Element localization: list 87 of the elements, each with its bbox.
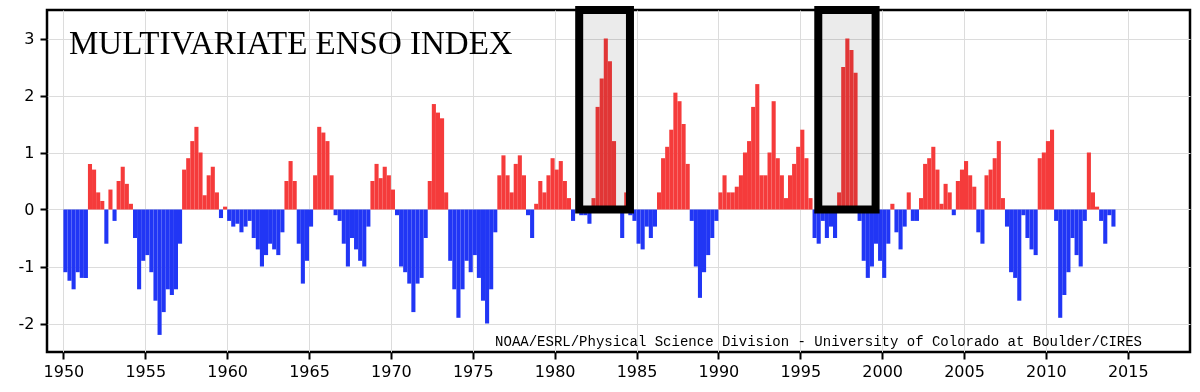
bar (1103, 209, 1108, 244)
bar (485, 209, 490, 324)
x-tick-label: 1995 (780, 361, 822, 381)
bar (79, 209, 84, 278)
bar (231, 209, 236, 227)
bar (980, 209, 985, 244)
bar (722, 175, 727, 210)
x-tick-label: 1970 (371, 361, 412, 381)
bar (1017, 209, 1022, 301)
bar (83, 209, 88, 278)
x-tick-label: 2015 (1107, 361, 1149, 381)
bar (538, 181, 543, 210)
bar (223, 206, 228, 210)
bar (120, 166, 125, 210)
x-tick-label: 1960 (207, 361, 248, 381)
bar (558, 161, 563, 210)
x-tick-label: 1985 (616, 361, 658, 381)
x-tick-label: 1965 (289, 361, 330, 381)
y-tick-label: 3 (24, 29, 35, 48)
bar (1033, 209, 1038, 256)
bar (530, 209, 535, 238)
bar (882, 209, 887, 278)
bar (517, 155, 522, 210)
bar (898, 209, 903, 250)
bar (104, 209, 109, 244)
y-tick-label: -1 (18, 257, 35, 276)
bar (996, 141, 1001, 210)
y-tick-label: 1 (24, 143, 35, 162)
bar (456, 209, 461, 318)
bar (890, 203, 895, 210)
bar (108, 189, 113, 210)
bar (910, 209, 915, 221)
x-tick-label: 2000 (862, 361, 903, 381)
bar (239, 209, 244, 233)
bar (550, 158, 555, 210)
bar (771, 101, 776, 210)
bar (210, 166, 215, 210)
bar (362, 209, 367, 267)
bar (1078, 209, 1083, 267)
chart-title: MULTIVARIATE ENSO INDEX (69, 25, 513, 61)
x-tick-label: 2010 (1026, 361, 1067, 381)
bar (194, 126, 199, 210)
bar (673, 92, 678, 210)
bar (640, 209, 645, 250)
bar (914, 209, 919, 221)
bar (374, 163, 379, 210)
bar (71, 209, 76, 290)
annotation: NOAA/ESRL/Physical Science Division - University of Colorado at Boulder/CIRES (495, 334, 1142, 350)
bar (382, 166, 387, 210)
bar (964, 161, 969, 210)
x-tick-label: 1980 (534, 361, 576, 381)
bar (317, 126, 322, 210)
bar (1049, 129, 1055, 210)
x-tick-label: 1950 (43, 361, 85, 381)
bar (300, 209, 305, 284)
bar (1058, 209, 1063, 318)
bar (218, 209, 224, 219)
bar (648, 209, 653, 238)
x-tick-label: 1975 (452, 361, 494, 381)
bar (276, 209, 281, 256)
bar (259, 209, 264, 267)
bar (411, 209, 416, 313)
bar (501, 155, 506, 210)
bar (1086, 152, 1091, 210)
bar (571, 209, 576, 221)
bar (137, 209, 142, 290)
y-tick-label: 0 (24, 200, 35, 219)
bar (943, 183, 948, 210)
bar (755, 84, 760, 210)
bar (169, 209, 174, 295)
bar (157, 209, 162, 335)
bar (1111, 209, 1116, 227)
x-tick-label: 1990 (698, 361, 740, 381)
x-tick-label: 1955 (125, 361, 167, 381)
x-tick-label: 2005 (944, 361, 985, 381)
bar (345, 209, 350, 267)
bar (112, 209, 117, 221)
bar (931, 146, 936, 210)
bar (288, 161, 293, 210)
bar (468, 209, 473, 273)
bar (431, 104, 436, 210)
bar (800, 129, 805, 210)
bar (697, 209, 703, 298)
bar (906, 192, 911, 210)
bar (87, 163, 93, 210)
y-tick-label: -2 (18, 314, 35, 333)
y-tick-label: 2 (24, 86, 35, 105)
